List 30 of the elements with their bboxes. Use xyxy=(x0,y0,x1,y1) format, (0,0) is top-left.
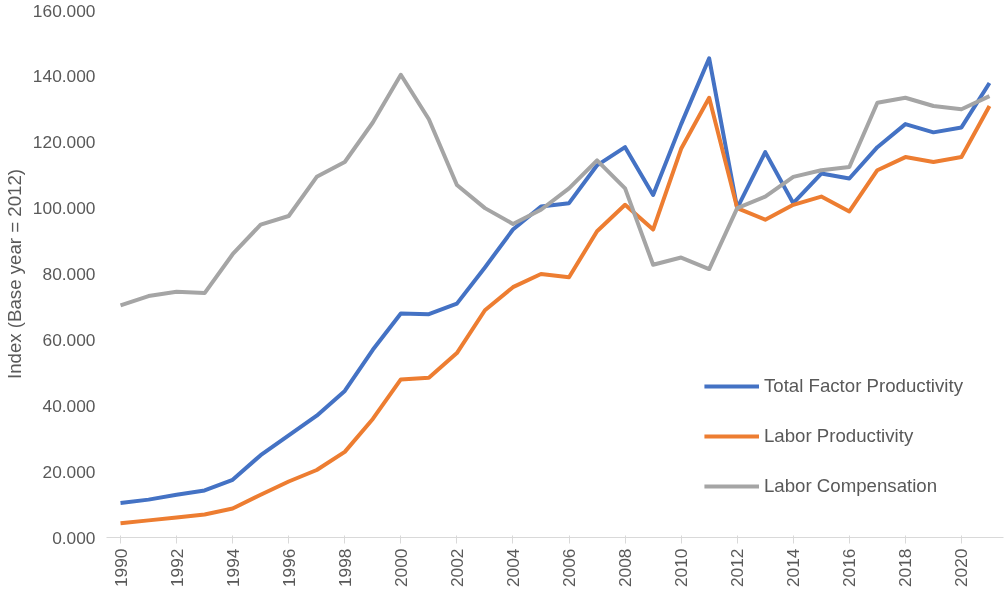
y-tick-label: 60.000 xyxy=(42,329,96,350)
x-tick-label: 1998 xyxy=(334,548,355,588)
x-tick-label: 1990 xyxy=(110,548,131,588)
y-tick-label: 160.000 xyxy=(32,0,96,21)
x-tick-label: 2004 xyxy=(502,548,523,588)
y-tick-label: 80.000 xyxy=(42,264,96,284)
x-tick-label: 1994 xyxy=(222,548,243,588)
x-tick-label: 2016 xyxy=(839,548,860,588)
y-tick-label: 20.000 xyxy=(42,461,96,482)
x-tick-label: 2012 xyxy=(727,548,748,588)
x-tick-label: 2008 xyxy=(615,548,636,588)
line-series xyxy=(118,72,992,308)
legend-label: Total Factor Productivity xyxy=(763,375,963,397)
legend-label: Labor Compensation xyxy=(763,475,938,497)
x-tick-label: 2020 xyxy=(951,548,972,588)
x-tick-label: 2018 xyxy=(895,548,916,588)
x-tick-label: 2000 xyxy=(390,548,411,588)
y-tick-label: 0.000 xyxy=(52,527,96,548)
legend-label: Labor Productivity xyxy=(763,425,914,447)
x-tick-label: 2006 xyxy=(559,548,580,588)
y-axis-title: Index (Base year = 2012) xyxy=(3,168,25,380)
x-tick-label: 1992 xyxy=(166,548,187,588)
y-tick-label: 100.000 xyxy=(32,198,96,219)
x-tick-label: 1996 xyxy=(278,548,299,588)
x-tick-label: 2002 xyxy=(446,548,467,588)
y-tick-label: 120.000 xyxy=(32,132,96,153)
x-tick-label: 2014 xyxy=(783,548,804,588)
y-tick-label: 40.000 xyxy=(42,395,96,416)
y-tick-label: 140.000 xyxy=(32,66,96,87)
x-tick-label: 2010 xyxy=(671,548,692,588)
